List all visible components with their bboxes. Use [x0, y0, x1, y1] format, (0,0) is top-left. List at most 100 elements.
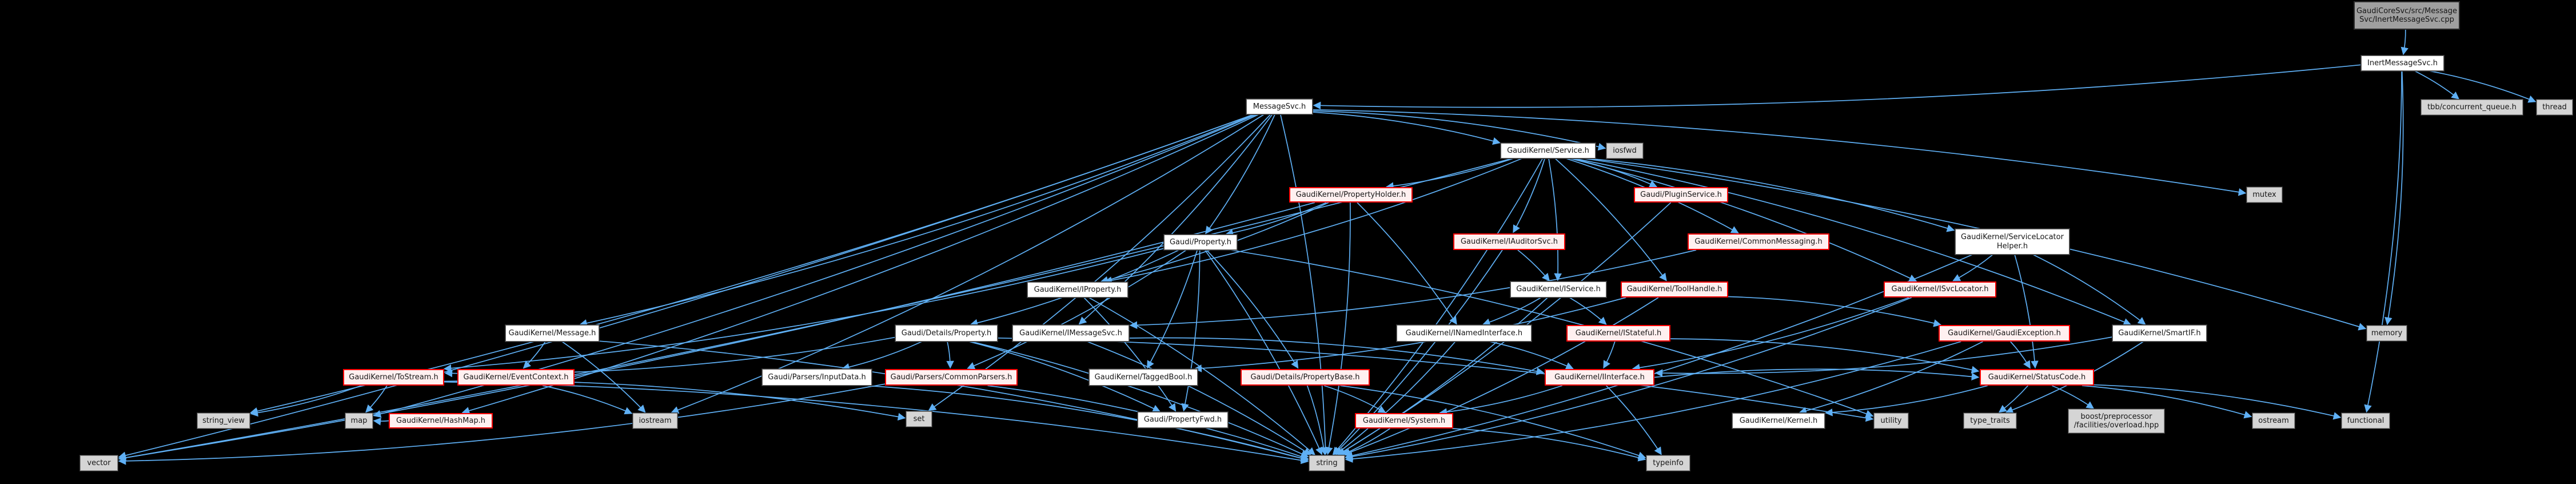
include-edge-tostream-map: [365, 385, 388, 413]
include-edge-propbase-system: [1323, 385, 1386, 413]
graph-node-commonparsers[interactable]: Gaudi/Parsers/CommonParsers.h: [885, 369, 1018, 386]
graph-node-propfwd[interactable]: Gaudi/PropertyFwd.h: [1137, 411, 1229, 429]
include-edge-gexc-string: [1345, 341, 1961, 463]
graph-node-vector[interactable]: vector: [79, 455, 118, 471]
include-edge-service-memory: [1583, 158, 2367, 331]
include-edge-msgsvc-iosfwd: [1312, 110, 1606, 151]
graph-node-set[interactable]: set: [906, 411, 932, 427]
graph-node-iostream[interactable]: iostream: [632, 412, 678, 429]
graph-node-service[interactable]: GaudiKernel/Service.h: [1500, 142, 1596, 159]
graph-node-thread[interactable]: thread: [2536, 99, 2573, 116]
include-edge-inputdata-string: [866, 385, 1309, 462]
include-edge-inert-memory: [2384, 70, 2404, 326]
include-edge-msgsvc-string: [1279, 114, 1330, 455]
include-edge-msgsvc-vector: [118, 114, 1254, 459]
include-edge-detprop-inputdata: [842, 341, 923, 371]
include-edge-svclochelper-string: [1345, 254, 1973, 459]
graph-node-toolhandle[interactable]: GaudiKernel/ToolHandle.h: [1621, 281, 1728, 297]
graph-node-memory[interactable]: memory: [2366, 325, 2407, 342]
graph-node-mutex[interactable]: mutex: [2246, 187, 2283, 203]
include-edge-service-iprop: [1104, 158, 1522, 284]
graph-node-boost[interactable]: boost/preprocessor /facilities/overload.…: [2068, 408, 2165, 434]
include-edge-istateful-iinterface: [1603, 341, 1616, 369]
graph-node-isvcloc[interactable]: GaudiKernel/ISvcLocator.h: [1884, 281, 1996, 297]
include-edge-iservice-string: [1337, 297, 1548, 455]
graph-node-iauditor[interactable]: GaudiKernel/IAuditorSvc.h: [1453, 233, 1565, 250]
graph-node-stringview[interactable]: string_view: [197, 412, 250, 429]
include-edge-toolhandle-string: [1342, 297, 1659, 457]
graph-node-commonmsg[interactable]: GaudiKernel/CommonMessaging.h: [1688, 233, 1829, 250]
graph-node-tbb[interactable]: tbb/concurrent_queue.h: [2421, 99, 2523, 116]
graph-node-hashmap[interactable]: GaudiKernel/HashMap.h: [389, 413, 493, 429]
include-edge-imsgsvc-iinterface: [1129, 337, 1545, 375]
include-edge-hashmap-map: [373, 418, 389, 426]
graph-node-ostream[interactable]: ostream: [2252, 412, 2295, 429]
include-edge-tostream-stringview: [250, 385, 361, 417]
include-edge-message-string: [599, 340, 1309, 462]
include-edge-iauditor-iservice: [1517, 249, 1550, 281]
include-edge-statuscode-functional: [2094, 384, 2342, 420]
include-edge-msgsvc-service: [1312, 112, 1501, 145]
include-edge-toolhandle-gexc: [1728, 296, 1942, 327]
graph-node-string[interactable]: string: [1309, 455, 1345, 471]
graph-node-svclochelper[interactable]: GaudiKernel/ServiceLocator Helper.h: [1955, 228, 2070, 255]
include-edge-propbase-typeinfo: [1340, 385, 1646, 459]
include-edge-propbase-string: [1306, 385, 1328, 455]
include-edge-toolhandle-taggedbool: [1194, 297, 1626, 372]
include-edge-inamed-string: [1335, 341, 1456, 455]
include-edge-propholder-string: [1325, 202, 1351, 455]
graph-node-inert[interactable]: InertMessageSvc.h: [2360, 55, 2445, 72]
graph-node-inamed[interactable]: GaudiKernel/INamedInterface.h: [1396, 324, 1532, 342]
include-edge-iinterface-statuscode: [1654, 368, 1980, 381]
graph-node-imsgsvc[interactable]: GaudiKernel/IMessageSvc.h: [1012, 324, 1130, 342]
include-edge-isvcloc-iinterface: [1632, 297, 1909, 372]
graph-node-tostream[interactable]: GaudiKernel/ToStream.h: [343, 369, 444, 386]
include-edge-propholder-gprop: [1225, 202, 1327, 237]
include-edge-commonparsers-vector: [118, 383, 886, 465]
graph-node-pluginsvc[interactable]: Gaudi/PluginService.h: [1634, 187, 1728, 203]
graph-node-functional[interactable]: functional: [2341, 412, 2390, 429]
graph-node-iprop[interactable]: GaudiKernel/IProperty.h: [1027, 281, 1129, 298]
include-edge-propholder-vector: [118, 202, 1315, 462]
graph-node-utility[interactable]: utility: [1873, 412, 1909, 429]
include-edge-iservice-istateful: [1569, 297, 1607, 325]
graph-node-eventctx[interactable]: GaudiKernel/EventContext.h: [457, 369, 575, 386]
include-edge-service-iauditor: [1513, 158, 1546, 233]
graph-node-gprop[interactable]: Gaudi/Property.h: [1163, 234, 1238, 251]
include-edge-service-iservice: [1548, 158, 1562, 281]
graph-node-cpp[interactable]: GaudiCoreSvc/src/Message Svc/InertMessag…: [2354, 1, 2460, 30]
graph-node-gexc[interactable]: GaudiKernel/GaudiException.h: [1939, 325, 2070, 342]
graph-node-detprop[interactable]: Gaudi/Details/Property.h: [895, 324, 998, 342]
include-edge-iauditor-string: [1333, 249, 1503, 455]
graph-node-msgsvc[interactable]: MessageSvc.h: [1246, 98, 1313, 115]
graph-node-statuscode[interactable]: GaudiKernel/StatusCode.h: [1980, 369, 2094, 386]
include-edge-detprop-commonparsers: [946, 341, 954, 369]
include-edge-gprop-utility: [1230, 249, 1874, 418]
include-edge-msgsvc-hashmap: [461, 114, 1259, 415]
include-edge-gexc-kernel: [1799, 341, 1983, 415]
graph-node-typeinfo[interactable]: typeinfo: [1646, 455, 1690, 471]
include-edge-statuscode-boost: [2051, 385, 2095, 409]
include-edge-system-typeinfo: [1452, 428, 1646, 462]
graph-node-iinterface[interactable]: GaudiKernel/IInterface.h: [1545, 369, 1654, 386]
graph-node-iosfwd[interactable]: iosfwd: [1606, 142, 1644, 159]
include-edge-system-string: [1341, 428, 1390, 456]
graph-node-message[interactable]: GaudiKernel/Message.h: [505, 324, 600, 342]
graph-node-smartif[interactable]: GaudiKernel/SmartIF.h: [2112, 324, 2207, 342]
graph-node-taggedbool[interactable]: GaudiKernel/TaggedBool.h: [1088, 368, 1198, 386]
include-edge-msgsvc-set: [928, 114, 1271, 411]
include-edge-inert-functional: [2364, 70, 2402, 413]
graph-node-propbase[interactable]: Gaudi/Details/PropertyBase.h: [1241, 369, 1370, 386]
graph-node-istateful[interactable]: GaudiKernel/IStateful.h: [1566, 325, 1670, 342]
graph-node-propholder[interactable]: GaudiKernel/PropertyHolder.h: [1289, 187, 1413, 203]
graph-node-typetraits[interactable]: type_traits: [1963, 412, 2017, 429]
graph-node-kernel[interactable]: GaudiKernel/Kernel.h: [1732, 412, 1825, 429]
include-edge-msgsvc-message: [579, 114, 1255, 327]
graph-node-iservice[interactable]: GaudiKernel/IService.h: [1510, 281, 1607, 298]
graph-node-system[interactable]: GaudiKernel/System.h: [1355, 413, 1453, 429]
include-edge-gprop-propfwd: [1181, 249, 1201, 412]
include-edge-cpp-inert: [2400, 29, 2408, 55]
graph-node-map[interactable]: map: [345, 412, 373, 429]
graph-node-inputdata[interactable]: Gaudi/Parsers/InputData.h: [761, 368, 872, 386]
